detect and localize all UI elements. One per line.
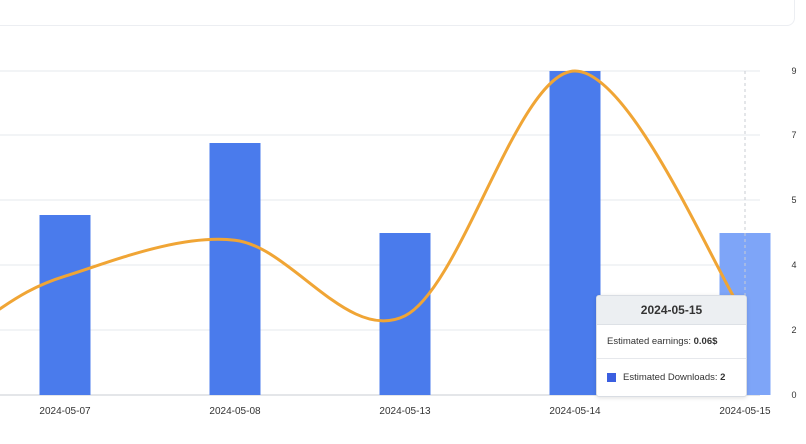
y-axis-tick-label: 0: [791, 390, 796, 400]
earnings-line: [0, 69, 747, 323]
top-panel: [0, 0, 795, 26]
downloads-bar: [39, 215, 91, 395]
tooltip-earnings-label: Estimated earnings:: [607, 336, 691, 347]
tooltip-downloads-row: Estimated Downloads: 2: [597, 372, 725, 383]
x-axis-tick-label: 2024-05-07: [39, 406, 91, 417]
x-axis-tick-label: 2024-05-13: [379, 406, 431, 417]
downloads-bar: [379, 233, 431, 395]
downloads-bar: [549, 71, 601, 395]
tooltip-earnings-value: 0.06$: [693, 336, 718, 347]
tooltip-downloads-label: Estimated Downloads:: [623, 372, 718, 383]
downloads-series-swatch: [607, 373, 616, 382]
tooltip-title: 2024-05-15: [597, 296, 746, 325]
y-axis-tick-label: 7: [791, 130, 796, 140]
x-axis-tick-label: 2024-05-14: [549, 406, 601, 417]
chart-tooltip: 2024-05-15 Estimated earnings: 0.06$ Est…: [596, 295, 747, 397]
y-axis-tick-label: 9: [791, 66, 796, 76]
tooltip-downloads-value: 2: [720, 372, 726, 383]
x-axis-tick-label: 2024-05-08: [209, 406, 261, 417]
y-axis-tick-label: 4: [791, 260, 796, 270]
y-axis-tick-label: 2: [791, 325, 796, 335]
downloads-bar: [209, 143, 261, 395]
tooltip-divider: [597, 358, 746, 359]
y-axis-tick-label: 5: [791, 195, 796, 205]
x-axis-tick-label: 2024-05-15: [719, 406, 771, 417]
tooltip-earnings-row: Estimated earnings: 0.06$: [597, 336, 717, 347]
